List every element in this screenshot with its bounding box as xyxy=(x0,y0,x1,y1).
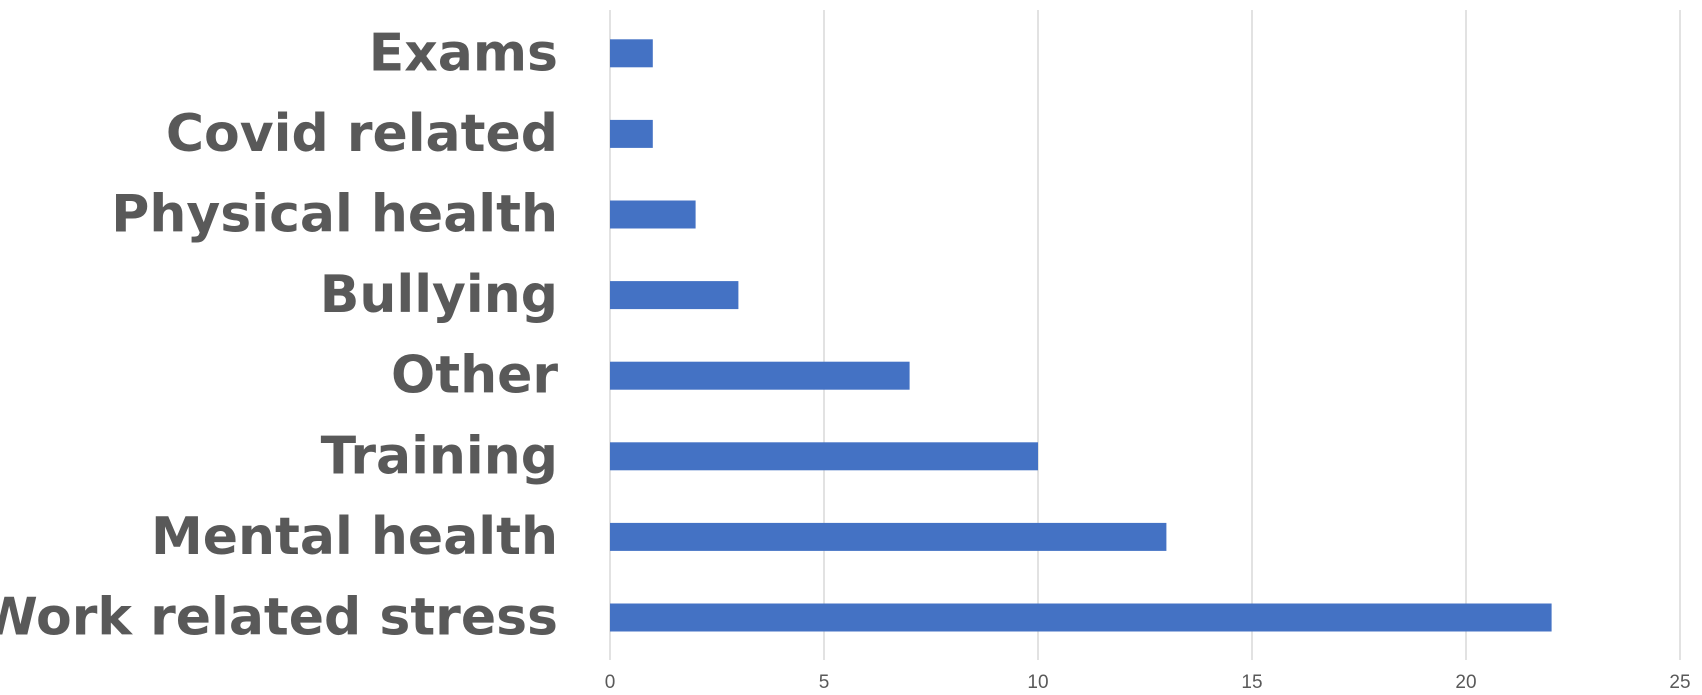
bar-exams xyxy=(610,39,653,68)
bar-covid-related xyxy=(610,119,653,148)
category-label: Bullying xyxy=(320,265,558,325)
category-label: Other xyxy=(391,346,558,406)
category-label: Physical health xyxy=(111,185,558,245)
category-labels: Exams Covid related Physical health Bullyin… xyxy=(0,23,558,647)
x-tick-labels: 0 5 10 15 20 25 xyxy=(605,672,1691,693)
category-label: Exams xyxy=(369,23,558,83)
category-label: Mental health xyxy=(151,507,558,567)
x-tick-label: 25 xyxy=(1669,672,1690,693)
bars xyxy=(610,39,1552,632)
x-tick-label: 15 xyxy=(1241,672,1262,693)
x-tick-label: 5 xyxy=(819,672,830,693)
x-tick-label: 20 xyxy=(1455,672,1476,693)
bar-other xyxy=(610,361,910,390)
gridlines xyxy=(609,10,1681,660)
category-label: Training xyxy=(321,426,558,486)
category-label: Work related stress xyxy=(0,588,558,648)
bar-training xyxy=(610,442,1038,471)
bar-work-related-stress xyxy=(610,603,1552,632)
x-tick-label: 0 xyxy=(605,672,616,693)
category-label: Covid related xyxy=(166,104,558,164)
bar-mental-health xyxy=(610,522,1167,551)
bar-bullying xyxy=(610,281,739,310)
x-tick-label: 10 xyxy=(1027,672,1048,693)
bar-physical-health xyxy=(610,200,696,229)
